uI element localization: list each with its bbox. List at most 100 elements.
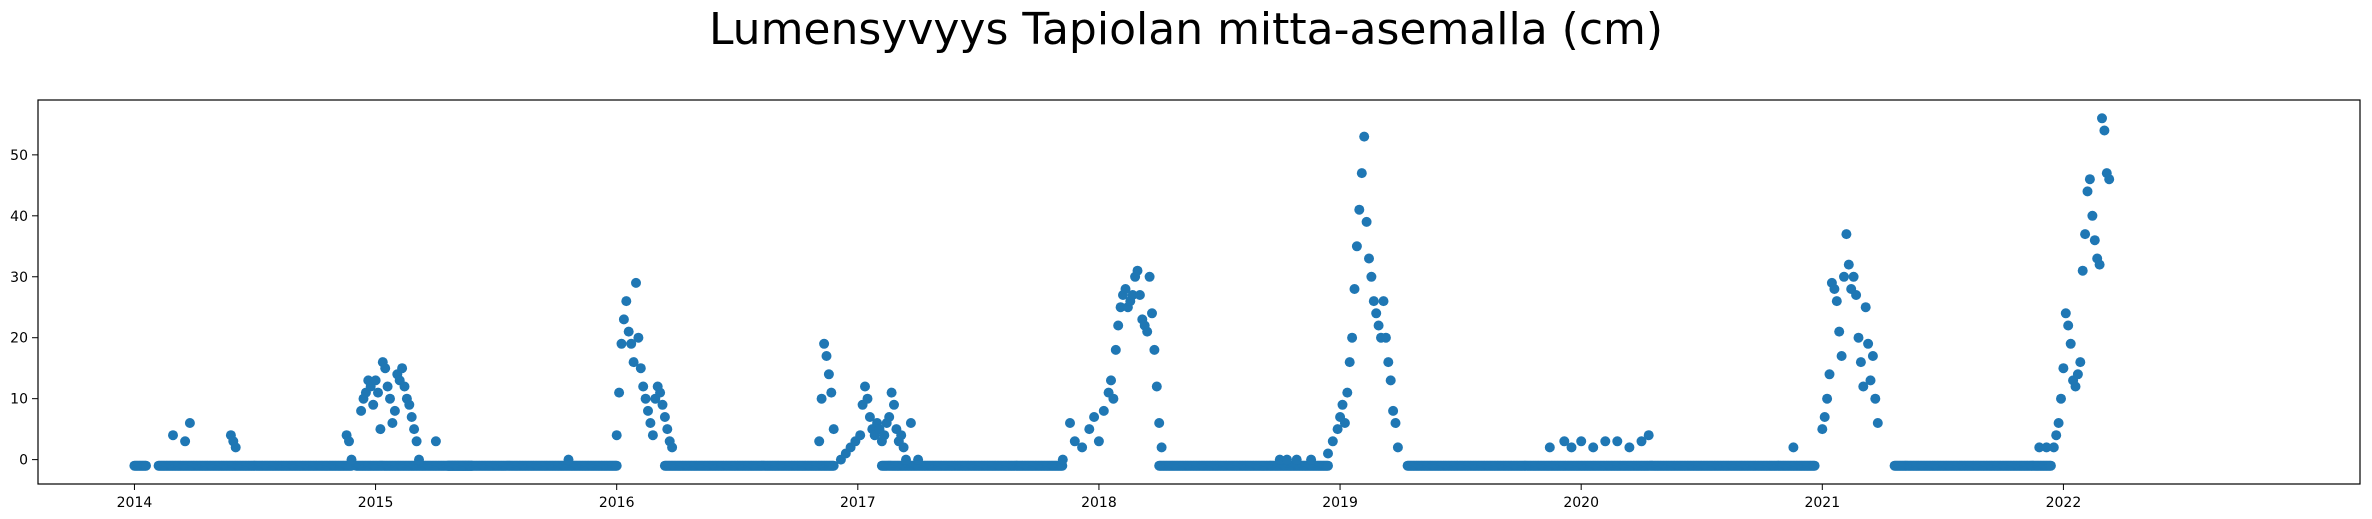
data-point xyxy=(2034,442,2045,453)
data-point xyxy=(643,405,653,416)
data-point xyxy=(344,436,354,447)
data-point xyxy=(1588,442,1599,453)
data-point xyxy=(406,412,417,422)
data-point xyxy=(1344,357,1355,368)
data-point xyxy=(640,393,651,404)
data-point xyxy=(2080,229,2091,240)
data-point xyxy=(409,424,420,435)
data-point xyxy=(635,363,646,374)
data-points xyxy=(129,113,2115,471)
data-point xyxy=(611,460,622,471)
data-point xyxy=(814,436,825,447)
data-point xyxy=(1127,290,1138,300)
x-tick-label: 2020 xyxy=(1563,495,1599,511)
x-tick-label: 2022 xyxy=(2046,495,2082,511)
data-point xyxy=(2089,235,2100,246)
x-tick-label: 2018 xyxy=(1081,495,1117,511)
data-point xyxy=(823,369,834,380)
data-point xyxy=(1822,393,1833,404)
data-point xyxy=(385,393,395,404)
data-point xyxy=(1339,418,1350,428)
data-point xyxy=(2075,357,2086,368)
data-point xyxy=(1624,442,1635,453)
data-point xyxy=(1149,344,1160,355)
x-tick-label: 2016 xyxy=(599,495,635,511)
data-point xyxy=(1337,399,1348,410)
plot-frame xyxy=(37,99,2361,485)
data-point xyxy=(1831,296,1842,307)
data-point xyxy=(1870,393,1881,404)
chart-title: Lumensyvyys Tapiolan mitta-asemalla (cm) xyxy=(708,4,1664,55)
data-point xyxy=(633,332,644,343)
data-point xyxy=(230,442,241,453)
data-point xyxy=(1115,302,1126,313)
data-point xyxy=(819,338,830,349)
data-point xyxy=(1113,320,1124,331)
data-point xyxy=(821,351,832,361)
data-point xyxy=(1392,442,1403,453)
data-point xyxy=(1872,418,1883,428)
data-point xyxy=(1378,296,1389,307)
data-point xyxy=(657,399,668,410)
data-point xyxy=(1373,320,1384,331)
data-point xyxy=(1544,442,1555,453)
data-point xyxy=(2104,174,2115,185)
data-point xyxy=(1144,271,1155,282)
data-point xyxy=(1359,131,1370,142)
data-point xyxy=(1089,412,1100,422)
data-point xyxy=(1134,290,1145,300)
data-point xyxy=(1327,436,1338,447)
data-point xyxy=(370,375,381,386)
data-point xyxy=(1151,381,1162,392)
data-point xyxy=(884,412,895,422)
data-point xyxy=(1824,369,1835,380)
data-point xyxy=(1851,290,1862,300)
data-point xyxy=(2087,210,2098,221)
data-point xyxy=(1385,375,1396,386)
data-point xyxy=(414,454,424,465)
data-point xyxy=(896,430,907,441)
y-tick-label: 50 xyxy=(10,148,28,164)
y-tick-label: 40 xyxy=(10,209,28,225)
data-point xyxy=(2056,393,2066,404)
data-point xyxy=(1142,326,1153,337)
data-point xyxy=(168,430,178,441)
data-point xyxy=(2077,265,2088,276)
data-point xyxy=(1600,436,1611,447)
data-point xyxy=(1354,204,1365,215)
y-tick-label: 20 xyxy=(10,331,28,347)
data-point xyxy=(828,460,839,471)
x-tick-label: 2015 xyxy=(358,495,394,511)
data-point xyxy=(1156,442,1167,453)
data-point xyxy=(180,436,191,447)
y-tick-label: 10 xyxy=(10,392,28,408)
y-tick-label: 30 xyxy=(10,270,28,286)
x-tick-label: 2019 xyxy=(1322,495,1358,511)
data-point xyxy=(1643,430,1654,441)
data-point xyxy=(1819,412,1830,422)
data-point xyxy=(614,387,625,398)
data-point xyxy=(2070,381,2081,392)
data-point xyxy=(1817,424,1828,435)
data-point xyxy=(1154,418,1165,428)
data-point xyxy=(563,454,574,465)
data-point xyxy=(2084,174,2095,185)
data-point xyxy=(1843,259,1854,270)
data-point xyxy=(628,357,639,368)
data-point xyxy=(1077,442,1088,453)
data-point xyxy=(1636,436,1647,447)
data-point xyxy=(2058,363,2069,374)
data-point xyxy=(611,430,622,441)
data-point xyxy=(616,338,627,349)
data-point xyxy=(913,454,924,465)
data-point xyxy=(430,436,441,447)
data-point xyxy=(1853,332,1864,343)
data-point xyxy=(2099,125,2110,136)
data-point xyxy=(638,381,649,392)
data-point xyxy=(862,393,873,404)
data-point xyxy=(404,399,415,410)
data-point xyxy=(1349,284,1360,294)
data-point xyxy=(389,405,400,416)
data-point xyxy=(905,418,916,428)
